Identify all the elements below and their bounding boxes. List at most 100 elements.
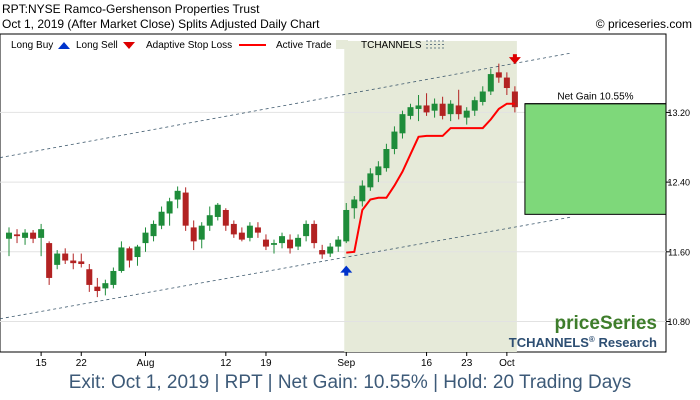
candle-body: [439, 103, 446, 116]
candle-body: [158, 211, 165, 226]
legend-long-buy: Long Buy: [11, 40, 53, 51]
x-tick-label: Aug: [137, 358, 155, 369]
candle-body: [391, 131, 398, 150]
candle-body: [254, 227, 261, 233]
candle-body: [399, 114, 406, 134]
candle-body: [471, 100, 478, 111]
candle-body: [262, 239, 269, 247]
candle-body: [54, 253, 61, 265]
candle-body: [279, 236, 286, 244]
candle-body: [238, 232, 245, 240]
candle-body: [303, 223, 310, 237]
candle-body: [423, 105, 430, 113]
y-tick-label: 10.80: [667, 317, 690, 327]
price-chart: Net Gain 10.55% 10.80 11.60 12.40 13.20 15 2…: [0, 33, 690, 369]
candle-body: [142, 232, 149, 244]
candle-body: [190, 227, 197, 242]
candle-body: [367, 173, 374, 188]
legend-tchannels: TCHANNELS: [361, 40, 422, 51]
x-tick-label: 12: [220, 358, 232, 369]
candle-body: [295, 237, 302, 247]
x-axis: 15 22 Aug 12 19 Sep 16 23 Oct: [36, 352, 515, 369]
candle-body: [78, 261, 85, 265]
candle-body: [22, 232, 29, 238]
candle-body: [214, 204, 221, 217]
candle-body: [38, 229, 45, 238]
legend-active-trade: Active Trade: [276, 40, 332, 51]
candle-body: [479, 91, 486, 102]
candle-body: [455, 105, 462, 115]
candle-body: [102, 283, 109, 289]
candle-body: [311, 223, 318, 244]
candle-body: [110, 270, 117, 285]
candle-body: [174, 190, 181, 200]
candle-body: [46, 243, 53, 278]
x-tick-label: Sep: [337, 358, 355, 369]
x-tick-label: 15: [36, 358, 48, 369]
candle-body: [375, 166, 382, 176]
candle-body: [222, 209, 229, 226]
brand-logo: priceSeries: [555, 313, 657, 334]
candle-body: [487, 74, 494, 92]
candle-body: [351, 199, 358, 209]
x-tick-label: 16: [421, 358, 433, 369]
candle-body: [511, 91, 518, 108]
y-axis: 10.80 11.60 12.40 13.20: [666, 108, 690, 327]
long-sell-arrow-icon: [508, 57, 521, 65]
candle-body: [62, 253, 69, 261]
legend-long-sell: Long Sell: [76, 40, 118, 51]
long-buy-arrow-icon: [340, 265, 353, 273]
candle-body: [230, 223, 237, 235]
candle-body: [495, 72, 502, 78]
candle-body: [383, 149, 390, 169]
candle-body: [198, 225, 205, 240]
candle-body: [503, 77, 510, 89]
candle-body: [415, 105, 422, 109]
candle-body: [126, 248, 133, 261]
candle-body: [14, 234, 21, 237]
candle-body: [343, 209, 350, 242]
candle-body: [270, 243, 277, 245]
candle-body: [359, 185, 366, 202]
net-gain-box: [524, 103, 667, 215]
net-gain-label: Net Gain 10.55%: [557, 92, 633, 103]
candle-body: [30, 232, 37, 239]
x-tick-label: 22: [76, 358, 88, 369]
candle-body: [463, 110, 470, 118]
candle-body: [246, 225, 253, 238]
trade-markers: [340, 54, 521, 276]
candle-body: [206, 215, 213, 226]
chart-subtitle: Oct 1, 2019 (After Market Close) Splits …: [2, 17, 320, 31]
copyright: © priceseries.com: [595, 17, 692, 31]
active-trade-region: [344, 40, 517, 353]
x-tick-label: Oct: [499, 358, 515, 369]
footer-summary: Exit: Oct 1, 2019 | RPT | Net Gain: 10.5…: [68, 372, 632, 393]
candle-body: [86, 269, 93, 285]
candle-body: [335, 239, 342, 247]
channel-upper: [0, 52, 572, 159]
candle-body: [150, 223, 157, 237]
legend: Long Buy Long Sell Adaptive Stop Loss Ac…: [11, 40, 446, 51]
long-sell-arrow-stem: [512, 54, 517, 59]
up-arrow-icon: [58, 42, 70, 49]
brand-research: TCHANNELS® Research: [509, 335, 657, 350]
x-tick-label: 19: [260, 358, 272, 369]
candle-body: [70, 260, 77, 264]
y-tick-label: 13.20: [667, 108, 690, 118]
candle-body: [182, 192, 189, 226]
long-buy-arrow-stem: [344, 271, 349, 276]
channel-lower: [0, 216, 572, 320]
candle-body: [407, 107, 414, 116]
candle-body: [6, 232, 12, 239]
candle-body: [319, 250, 326, 255]
candle-body: [431, 103, 438, 111]
tchannels-swatch: [426, 40, 446, 49]
candles: [6, 63, 518, 298]
candle-body: [134, 246, 141, 258]
candle-body: [327, 246, 334, 254]
down-arrow-icon: [123, 42, 135, 49]
x-tick-label: 23: [461, 358, 473, 369]
candle-body: [447, 103, 454, 115]
tchannels: [0, 52, 572, 320]
y-tick-label: 11.60: [668, 247, 690, 257]
